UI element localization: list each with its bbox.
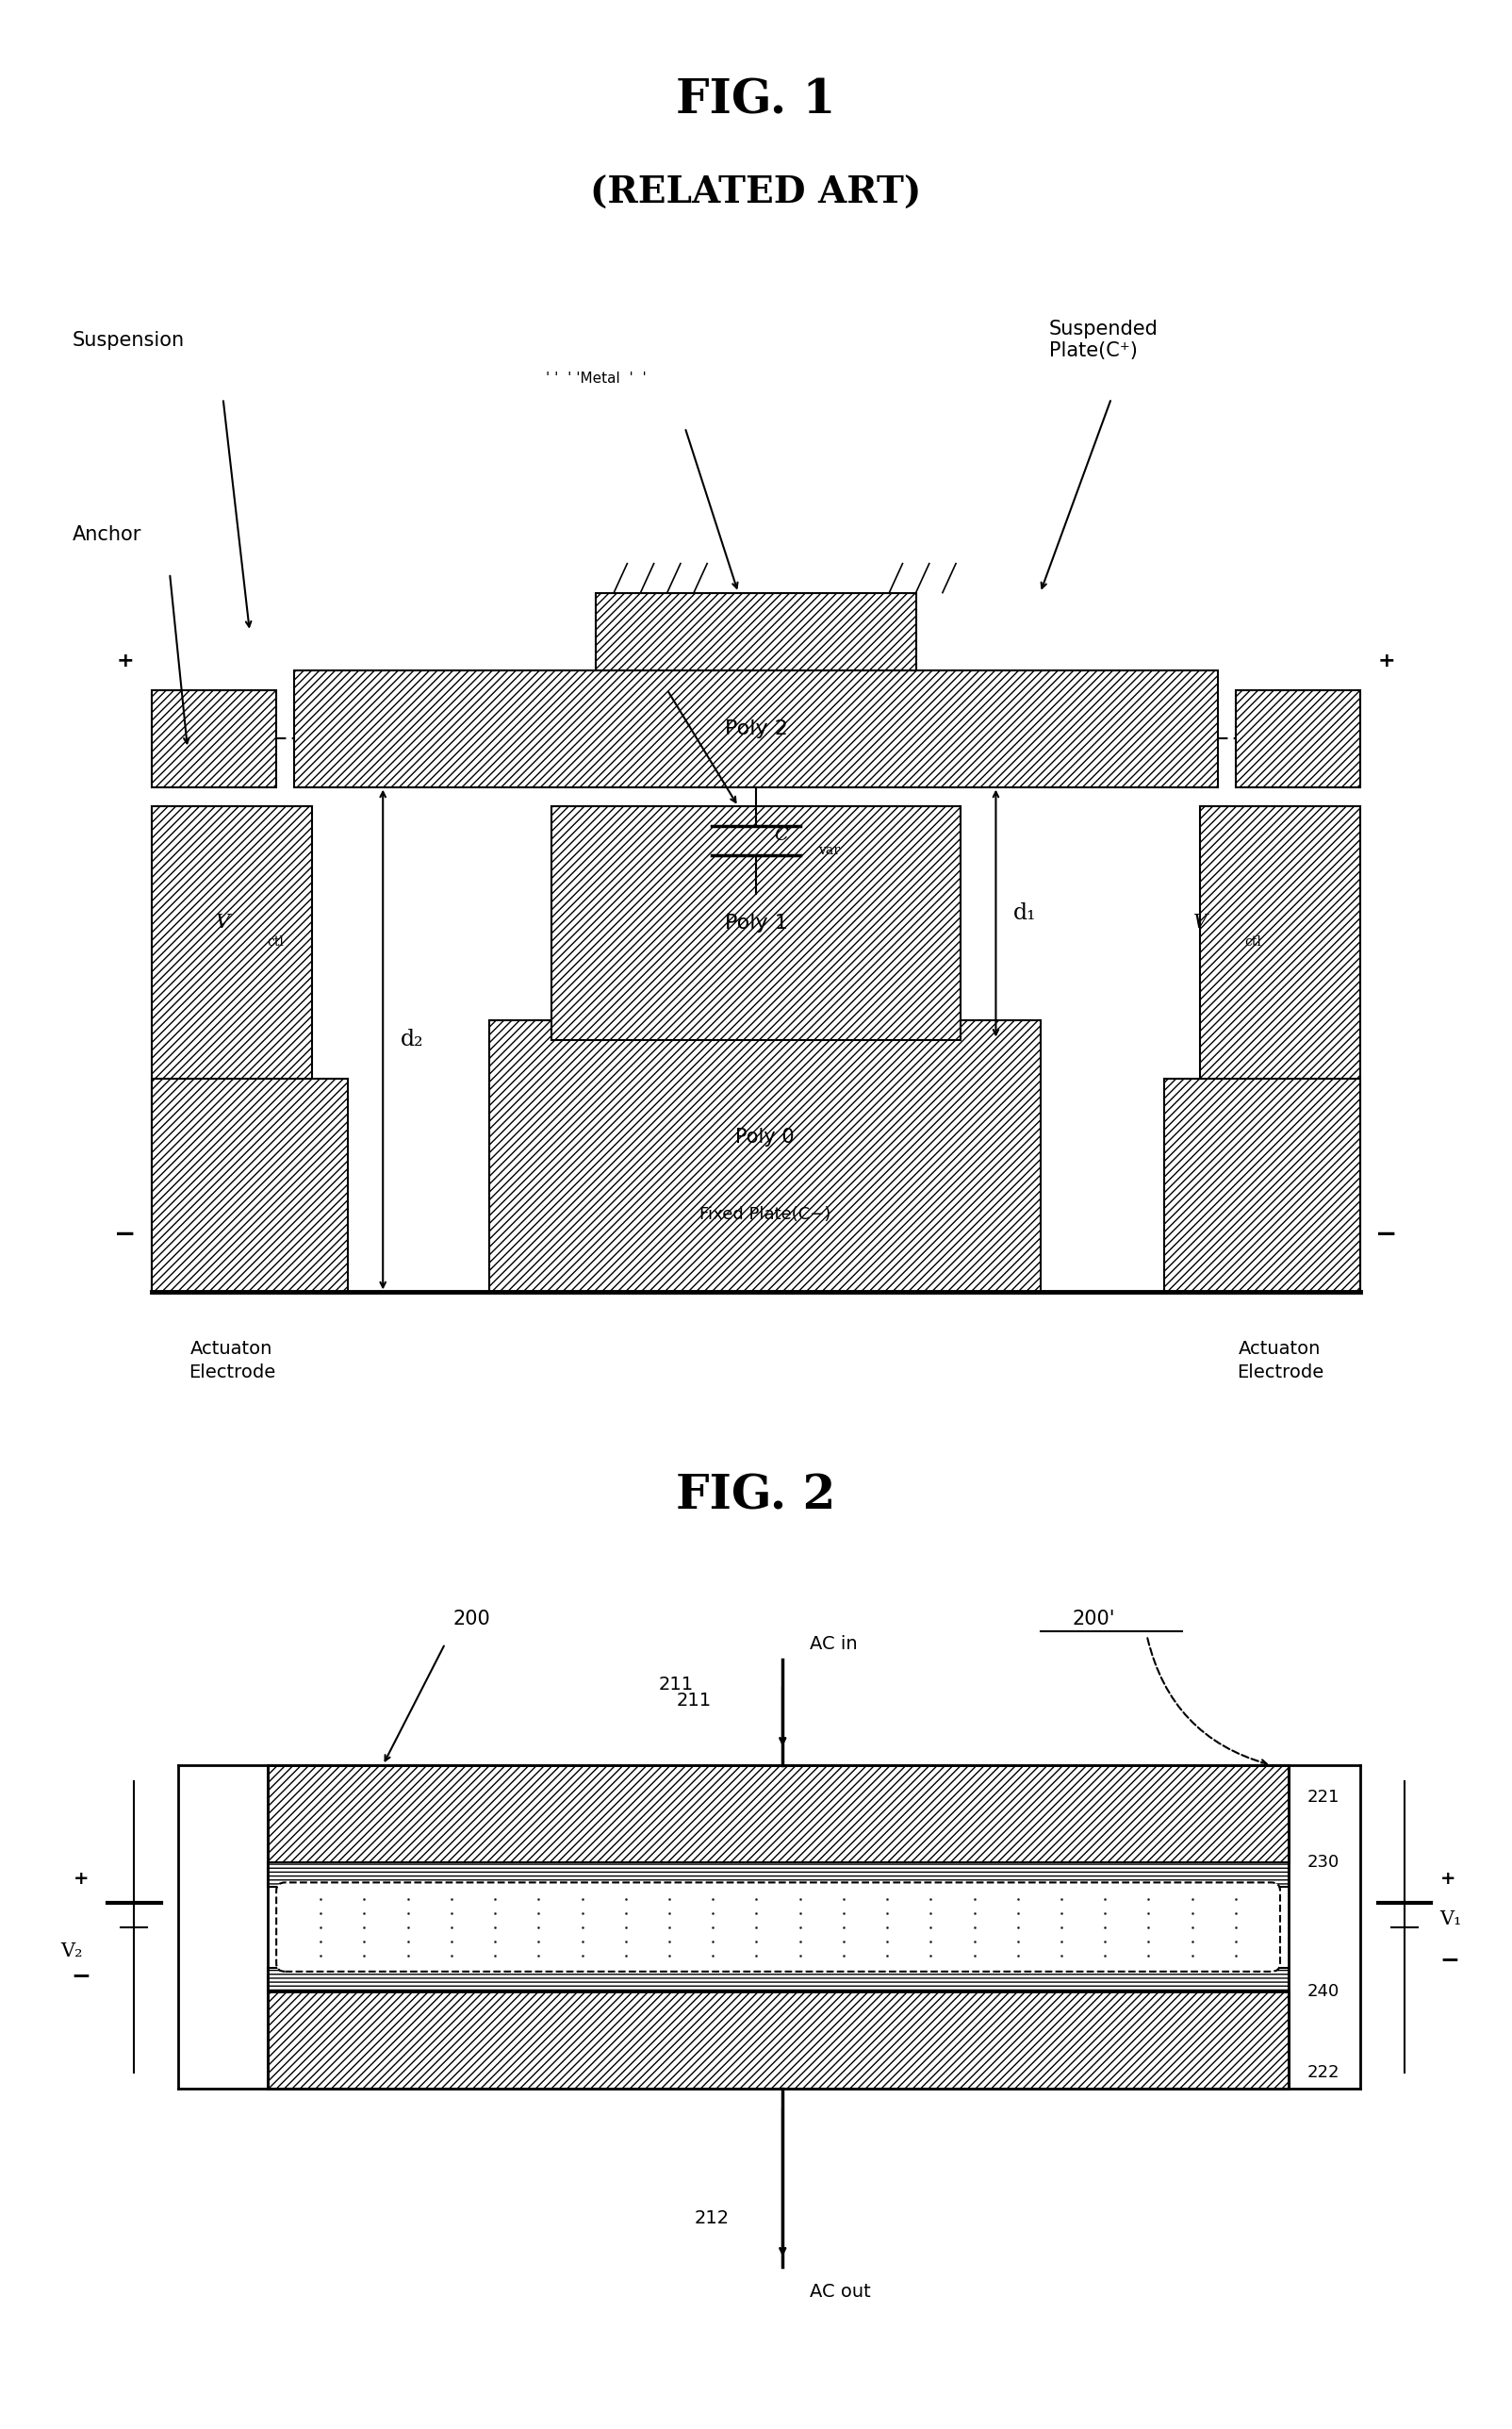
Text: Poly 0: Poly 0 <box>735 1127 794 1146</box>
Text: 222: 222 <box>1306 2065 1340 2082</box>
Text: Fixed Plate(C−): Fixed Plate(C−) <box>699 1207 830 1222</box>
FancyBboxPatch shape <box>277 1882 1281 1972</box>
Text: −: − <box>1376 1222 1397 1246</box>
Bar <box>1235 690 1361 787</box>
Text: 221: 221 <box>1306 1790 1340 1805</box>
Text: d₁: d₁ <box>1013 904 1037 923</box>
Bar <box>268 1766 1288 1863</box>
Text: +: + <box>73 1870 89 1887</box>
Text: ctl: ctl <box>1244 935 1261 950</box>
Text: Poly 1: Poly 1 <box>724 913 788 933</box>
Bar <box>552 806 960 1040</box>
Text: Suspended
Plate(C⁺): Suspended Plate(C⁺) <box>1049 321 1158 359</box>
Text: Actuaton
Electrode: Actuaton Electrode <box>1237 1338 1323 1382</box>
Text: Suspension: Suspension <box>73 330 184 350</box>
Text: 200': 200' <box>1072 1610 1114 1630</box>
Bar <box>268 1967 1288 1992</box>
Bar <box>490 1020 1040 1292</box>
Text: ctl: ctl <box>268 935 284 950</box>
Text: FIG. 1: FIG. 1 <box>676 78 836 124</box>
Text: AC in: AC in <box>809 1635 857 1652</box>
Text: −: − <box>115 1222 136 1246</box>
Text: d₂: d₂ <box>401 1030 423 1049</box>
Text: ' '  ' 'Metal  '  ': ' ' ' 'Metal ' ' <box>546 372 647 386</box>
Bar <box>268 1863 1288 1887</box>
Text: −: − <box>71 1965 91 1987</box>
Bar <box>151 690 277 787</box>
Text: 211: 211 <box>676 1691 711 1710</box>
Text: Actuaton
Electrode: Actuaton Electrode <box>189 1338 275 1382</box>
Text: 212: 212 <box>694 2210 729 2227</box>
Text: 230: 230 <box>1306 1853 1340 1870</box>
Bar <box>596 593 916 670</box>
Bar <box>1201 806 1361 1292</box>
Text: Anchor: Anchor <box>73 525 141 544</box>
Text: V₂: V₂ <box>60 1943 83 1960</box>
Bar <box>151 1078 348 1292</box>
Text: (RELATED ART): (RELATED ART) <box>590 175 922 211</box>
Text: V: V <box>216 913 230 933</box>
Text: C: C <box>774 828 788 843</box>
Text: −: − <box>1439 1948 1459 1970</box>
Text: 240: 240 <box>1306 1984 1340 1999</box>
Text: 200: 200 <box>454 1610 490 1630</box>
Text: +: + <box>1439 1870 1456 1887</box>
Text: Poly 2: Poly 2 <box>724 719 788 738</box>
Text: V₁: V₁ <box>1439 1909 1462 1929</box>
Text: +: + <box>116 651 135 670</box>
Text: V: V <box>1193 913 1207 933</box>
Bar <box>151 806 311 1292</box>
Bar <box>268 1992 1288 2089</box>
Text: var: var <box>818 843 839 857</box>
Bar <box>268 1766 1288 2089</box>
Text: +: + <box>1377 651 1396 670</box>
Text: 211: 211 <box>659 1676 694 1693</box>
Text: FIG. 2: FIG. 2 <box>676 1474 836 1521</box>
Bar <box>293 670 1219 787</box>
Bar <box>1164 1078 1361 1292</box>
Text: AC out: AC out <box>809 2283 871 2300</box>
